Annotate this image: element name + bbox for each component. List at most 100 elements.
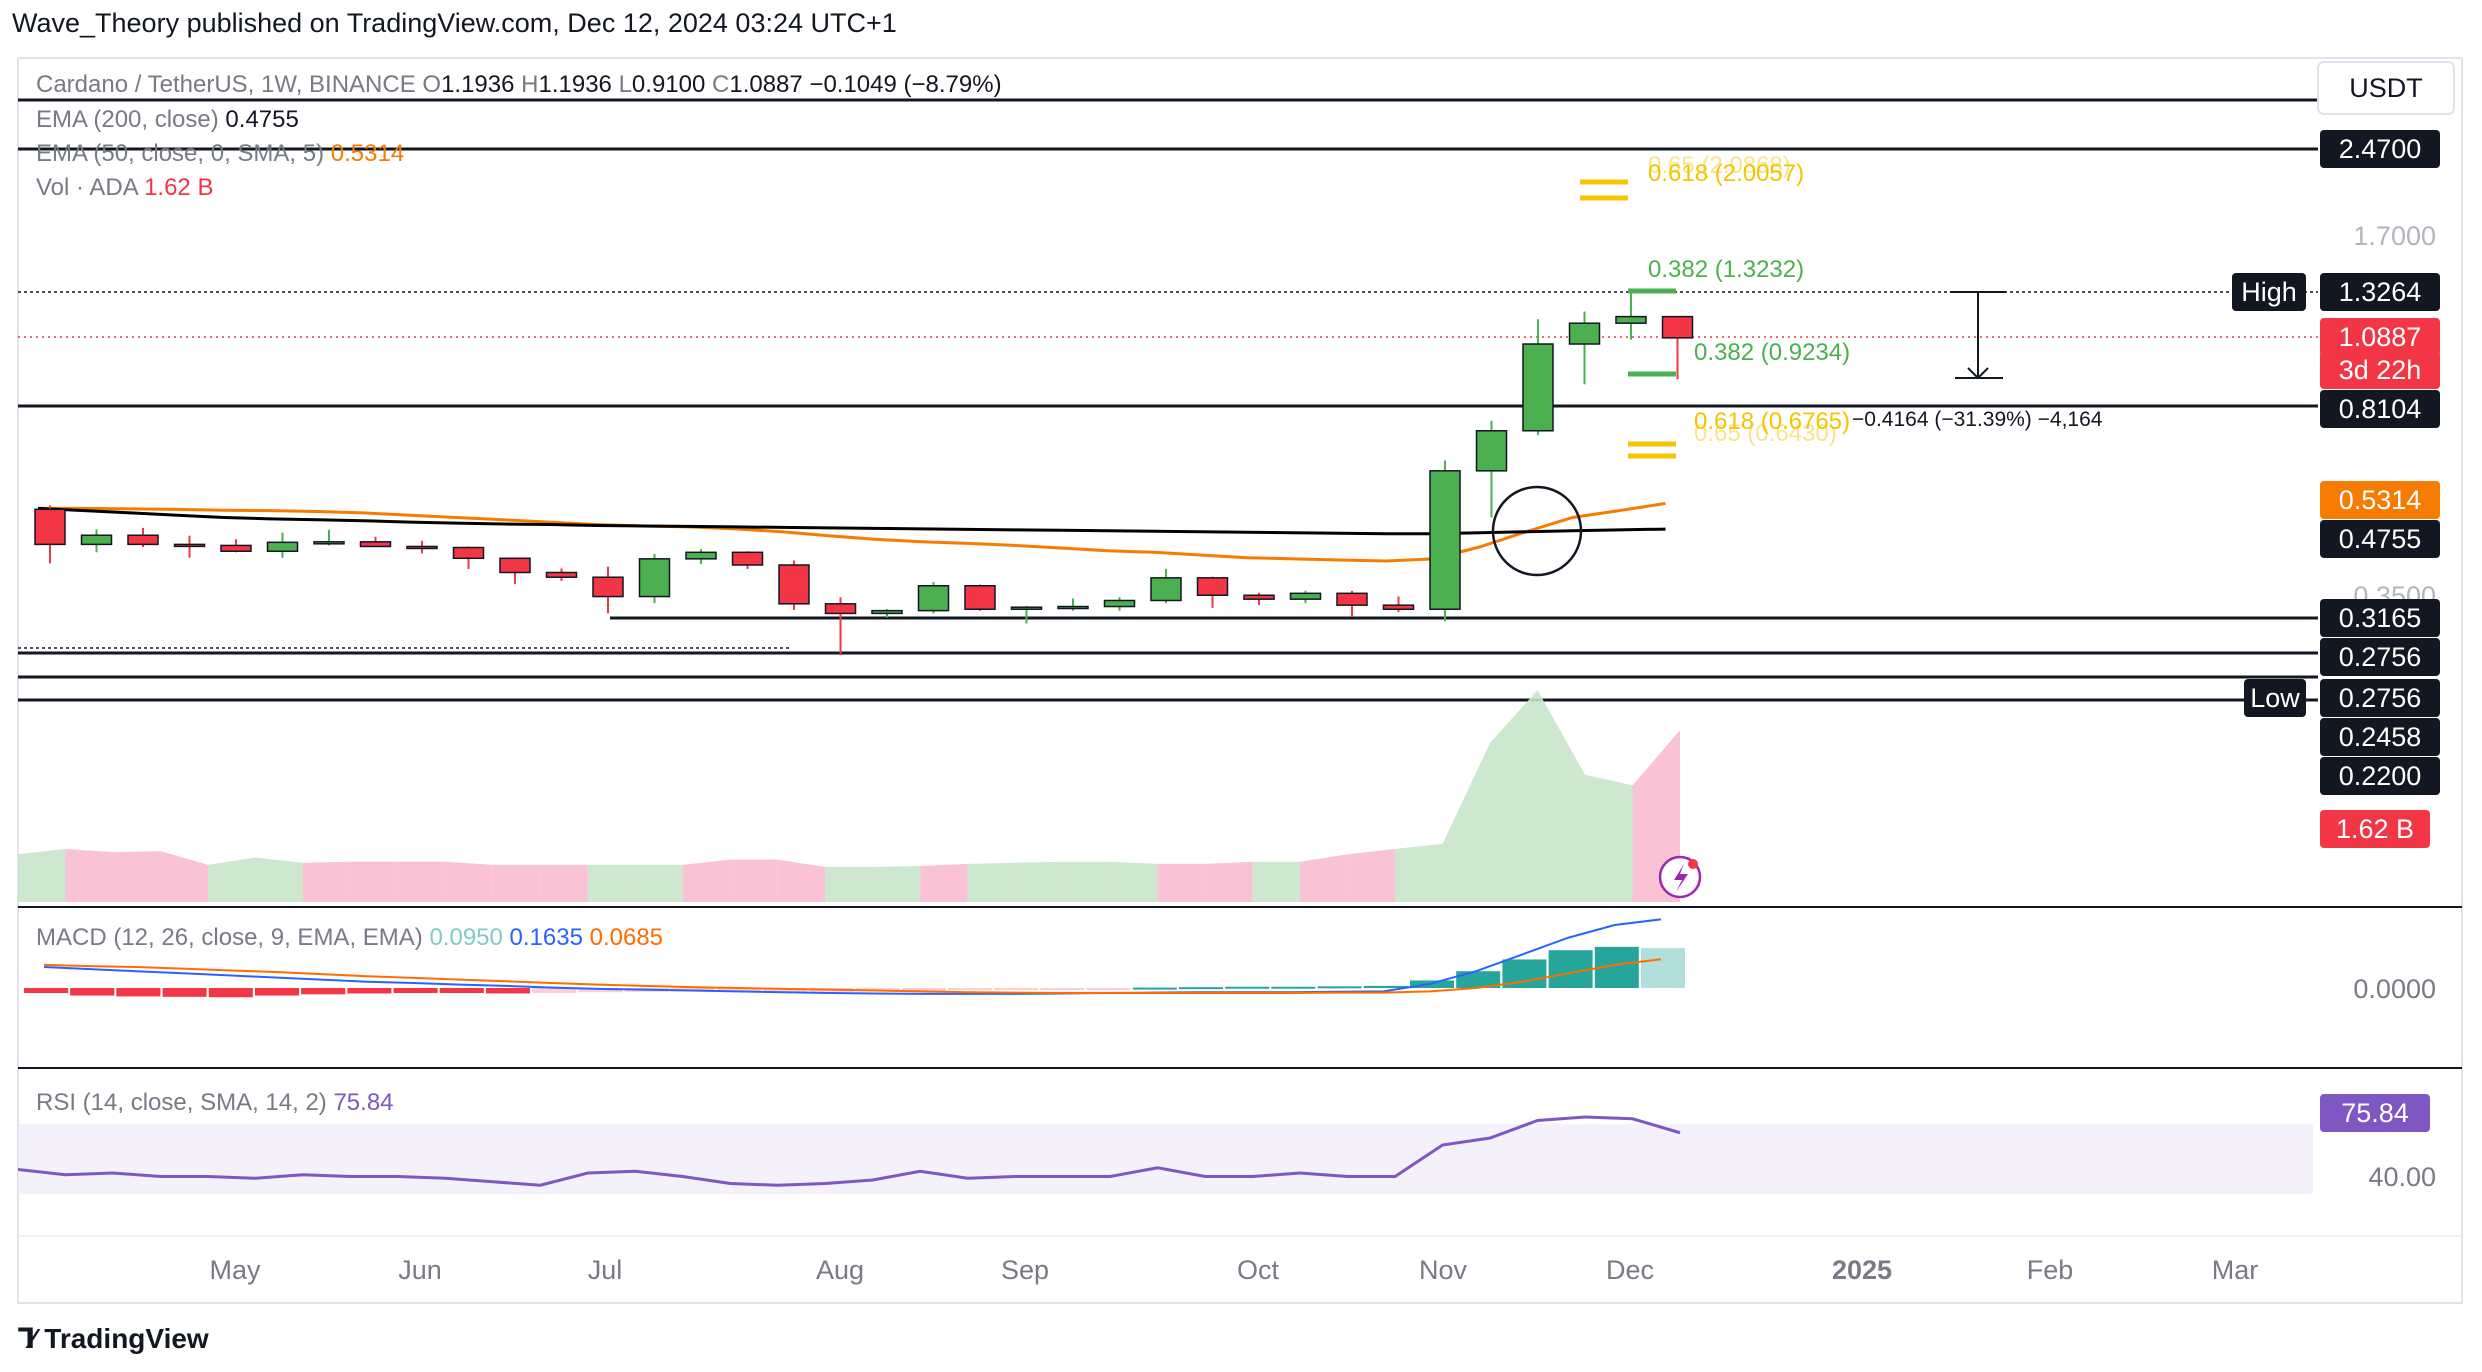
- legend-macd: MACD (12, 26, close, 9, EMA, EMA) 0.0950…: [36, 924, 663, 951]
- low-tag-text: Low: [2250, 683, 2300, 713]
- macd-hist-bar: [162, 988, 207, 997]
- macd-hist-bar: [1225, 986, 1270, 989]
- axis-label-0.81-text: 0.8104: [2339, 394, 2422, 424]
- candle[interactable]: [1150, 569, 1182, 604]
- candle[interactable]: [127, 527, 159, 547]
- volume-segment: [635, 864, 683, 902]
- candle[interactable]: [592, 566, 624, 614]
- alert-icon[interactable]: [1658, 855, 1702, 899]
- ema-cross-circle[interactable]: [1491, 485, 1583, 577]
- candle[interactable]: [964, 584, 996, 611]
- candle[interactable]: [1196, 576, 1229, 608]
- candle[interactable]: [499, 557, 531, 584]
- candle[interactable]: [452, 546, 485, 570]
- candle[interactable]: [1522, 319, 1554, 435]
- candle[interactable]: [173, 535, 206, 558]
- volume-segment: [1157, 863, 1206, 902]
- legend-rsi-value: 75.84: [333, 1089, 393, 1116]
- candle[interactable]: [1429, 460, 1461, 622]
- time-label: Feb: [2027, 1255, 2074, 1285]
- candle-body: [1103, 599, 1136, 608]
- candle-body: [1150, 577, 1182, 602]
- macd-signal-line[interactable]: [43, 958, 1662, 995]
- volume-segment: [1300, 854, 1348, 902]
- legend-part: L: [619, 71, 632, 98]
- axis-rsi-40: 40.00: [2368, 1162, 2436, 1192]
- candle[interactable]: [80, 529, 113, 553]
- legend-part: Cardano / TetherUS, 1W, BINANCE: [36, 71, 422, 98]
- legend-symbol-line: Cardano / TetherUS, 1W, BINANCE O1.1936 …: [36, 71, 1002, 98]
- candle[interactable]: [824, 597, 857, 655]
- axis-countdown-text: 3d 22h: [2339, 355, 2422, 385]
- candle-body: [778, 564, 810, 605]
- candle[interactable]: [1103, 597, 1136, 611]
- axis-label-0.2756-bg: [2320, 638, 2440, 676]
- currency-box[interactable]: [2317, 61, 2455, 115]
- candle[interactable]: [266, 532, 299, 558]
- macd-hist-bar: [393, 988, 438, 994]
- axis-label-ema200-bg: [2320, 520, 2440, 558]
- candle[interactable]: [359, 536, 392, 548]
- candle[interactable]: [1382, 596, 1415, 613]
- candle[interactable]: [1615, 292, 1647, 340]
- macd-hist-bar: [1456, 971, 1501, 988]
- candle[interactable]: [685, 549, 717, 564]
- candle[interactable]: [1661, 315, 1694, 380]
- candle[interactable]: [1475, 420, 1508, 518]
- axis-label-0.81: 0.8104: [2320, 390, 2440, 428]
- macd-hist-bar: [301, 988, 346, 995]
- candle[interactable]: [1010, 605, 1043, 624]
- volume-segment: [160, 851, 208, 902]
- candle[interactable]: [1336, 590, 1368, 617]
- fib-label-0.618-upper: 0.618 (2.0057): [1648, 160, 1804, 187]
- candle[interactable]: [34, 505, 66, 564]
- volume-segment: [207, 857, 256, 902]
- high-tag: High: [2232, 273, 2306, 311]
- tradingview-logo[interactable]: ⅂⁄ TradingView: [18, 1322, 209, 1355]
- macd-hist-bar: [1132, 987, 1177, 990]
- candle[interactable]: [917, 582, 950, 614]
- macd-line[interactable]: [43, 918, 1662, 995]
- axis-countdown: 3d 22h: [2320, 351, 2440, 389]
- volume-segment: [1537, 690, 1586, 902]
- volume-segment: [730, 859, 778, 902]
- legend-ema50-value: 0.5314: [331, 140, 404, 167]
- candle-body: [592, 576, 624, 598]
- candle[interactable]: [638, 553, 671, 604]
- macd-hist-bar: [1317, 986, 1362, 989]
- axis-label-0.2458-bg: [2320, 718, 2440, 756]
- axis-label-2.47-text: 2.4700: [2339, 134, 2422, 164]
- candle[interactable]: [220, 539, 252, 553]
- candle[interactable]: [871, 609, 903, 618]
- candle-body: [638, 558, 671, 598]
- tv-logo-icon: ⅂⁄: [18, 1323, 35, 1354]
- candle[interactable]: [545, 568, 578, 581]
- ema50-line[interactable]: [38, 501, 1666, 563]
- axis-label-rsi-bg: [2320, 1094, 2430, 1132]
- candle[interactable]: [406, 540, 438, 554]
- volume-segment: [682, 859, 731, 902]
- macd-hist-bar: [578, 988, 623, 993]
- candle[interactable]: [313, 529, 345, 546]
- candle[interactable]: [778, 560, 810, 610]
- low-tag: Low: [2244, 679, 2306, 717]
- candle[interactable]: [1243, 592, 1275, 606]
- legend-part: 1.1936: [441, 71, 521, 98]
- axis-label-2.47: 2.4700: [2320, 130, 2440, 168]
- candle[interactable]: [731, 551, 764, 570]
- axis-label-volume-text: 1.62 B: [2336, 814, 2414, 844]
- ema200-line[interactable]: [37, 506, 1666, 536]
- candle[interactable]: [1289, 590, 1322, 604]
- volume-segment: [1585, 774, 1633, 902]
- candle-body: [1429, 470, 1461, 611]
- macd-hist-bar: [1641, 948, 1685, 988]
- publisher-line: Wave_Theory published on TradingView.com…: [12, 8, 897, 38]
- rsi-line[interactable]: [17, 1115, 1681, 1187]
- candle[interactable]: [1057, 598, 1089, 611]
- macd-hist-bar: [1086, 988, 1131, 990]
- volume-segment: [1252, 861, 1301, 902]
- candle[interactable]: [1568, 311, 1601, 385]
- legend-volume-label: Vol · ADA: [36, 174, 144, 201]
- axis-label-low-bg: [2320, 679, 2440, 717]
